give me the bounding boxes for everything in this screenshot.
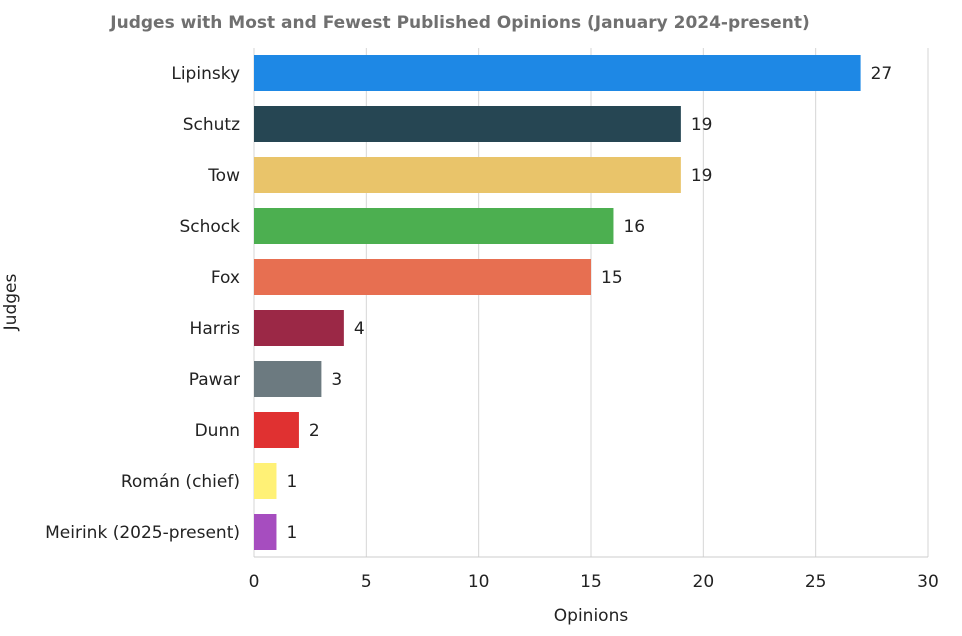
bar [254,259,591,295]
bar [254,208,614,244]
category-label: Tow [207,166,240,186]
category-label: Fox [211,268,240,288]
bar [254,463,277,499]
value-label: 15 [601,268,623,288]
x-tick-label: 0 [249,572,260,592]
x-axis-label: Opinions [554,606,629,626]
value-label: 27 [871,64,893,84]
category-label: Pawar [189,370,240,390]
value-label: 3 [331,370,342,390]
category-label: Schock [179,217,240,237]
bar [254,157,681,193]
value-label: 1 [286,472,297,492]
value-label: 19 [691,115,713,135]
bar [254,361,322,397]
bar [254,55,861,91]
category-label: Román (chief) [121,472,240,492]
bar [254,310,344,346]
category-label: Dunn [195,421,240,441]
x-tick-label: 5 [361,572,372,592]
value-label: 19 [691,166,713,186]
value-label: 1 [286,523,297,543]
value-label: 2 [309,421,320,441]
value-label: 16 [623,217,645,237]
x-tick-label: 30 [917,572,939,592]
value-labels: 27 19 19 16 15 4 3 2 1 1 [286,64,892,543]
x-tick-label: 25 [805,572,827,592]
bar [254,412,299,448]
category-label: Harris [190,319,241,339]
x-tick-label: 10 [468,572,490,592]
chart-title: Judges with Most and Fewest Published Op… [109,13,809,33]
bar [254,106,681,142]
bars [254,55,861,550]
x-tick-labels: 0 5 10 15 20 25 30 [249,572,939,592]
x-tick-label: 20 [693,572,715,592]
y-axis-label: Judges [1,274,21,332]
x-tick-label: 15 [580,572,602,592]
category-label: Lipinsky [171,64,240,84]
bar [254,514,277,550]
value-label: 4 [354,319,365,339]
category-label: Schutz [183,115,240,135]
category-labels: Lipinsky Schutz Tow Schock Fox Harris Pawar Dun… [45,64,240,543]
category-label: Meirink (2025-present) [45,523,240,543]
